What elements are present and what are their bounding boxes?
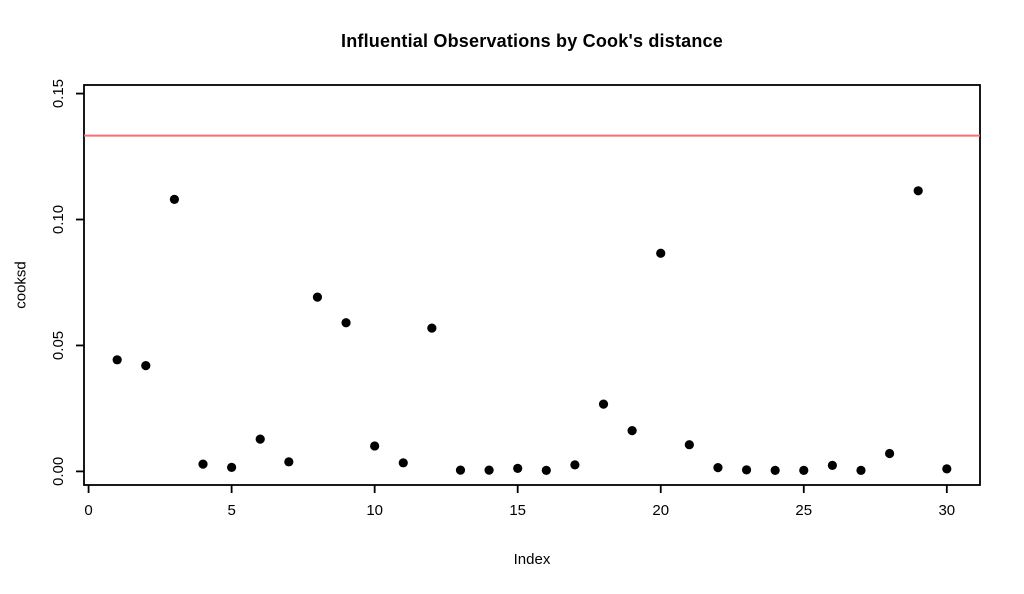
x-axis-tick-label: 25 <box>795 502 812 519</box>
data-point <box>169 194 180 204</box>
data-point <box>942 464 952 474</box>
data-point <box>227 462 237 472</box>
data-point <box>741 465 752 475</box>
data-point <box>513 463 523 473</box>
x-axis-tick-label: 5 <box>227 502 235 519</box>
data-point <box>284 457 294 467</box>
data-point <box>255 434 265 444</box>
x-axis-tick-label: 30 <box>938 502 955 519</box>
data-point <box>856 465 866 475</box>
data-point <box>312 292 323 302</box>
x-axis-tick-label: 15 <box>509 502 526 519</box>
data-point <box>770 465 780 475</box>
data-point <box>570 460 580 470</box>
x-axis-label: Index <box>513 551 551 568</box>
y-axis-tick-label: 0.10 <box>50 205 67 234</box>
y-axis-tick-label: 0.15 <box>50 79 67 108</box>
data-point <box>370 441 380 451</box>
data-point <box>627 425 637 436</box>
data-point <box>398 458 408 468</box>
data-point <box>198 459 208 469</box>
x-axis-tick-label: 20 <box>652 502 669 519</box>
plot-box <box>83 84 981 486</box>
data-point <box>656 248 666 258</box>
chart-title: Influential Observations by Cook's dista… <box>341 31 723 51</box>
data-point <box>598 399 609 409</box>
data-point <box>341 318 351 328</box>
data-point <box>112 355 122 365</box>
data-point <box>884 448 895 459</box>
data-point <box>684 440 694 450</box>
y-axis-tick-label: 0.05 <box>50 331 67 360</box>
data-point <box>427 323 437 333</box>
data-point <box>827 460 837 470</box>
x-axis-tick-label: 0 <box>84 502 92 519</box>
data-point <box>484 465 494 475</box>
x-axis-tick-label: 10 <box>366 502 383 519</box>
y-axis-tick-label: 0.00 <box>50 457 67 486</box>
data-point <box>799 465 809 475</box>
data-point <box>541 465 551 475</box>
data-point <box>141 361 151 371</box>
data-point <box>455 465 466 475</box>
data-point <box>713 463 723 473</box>
data-point <box>913 186 923 196</box>
